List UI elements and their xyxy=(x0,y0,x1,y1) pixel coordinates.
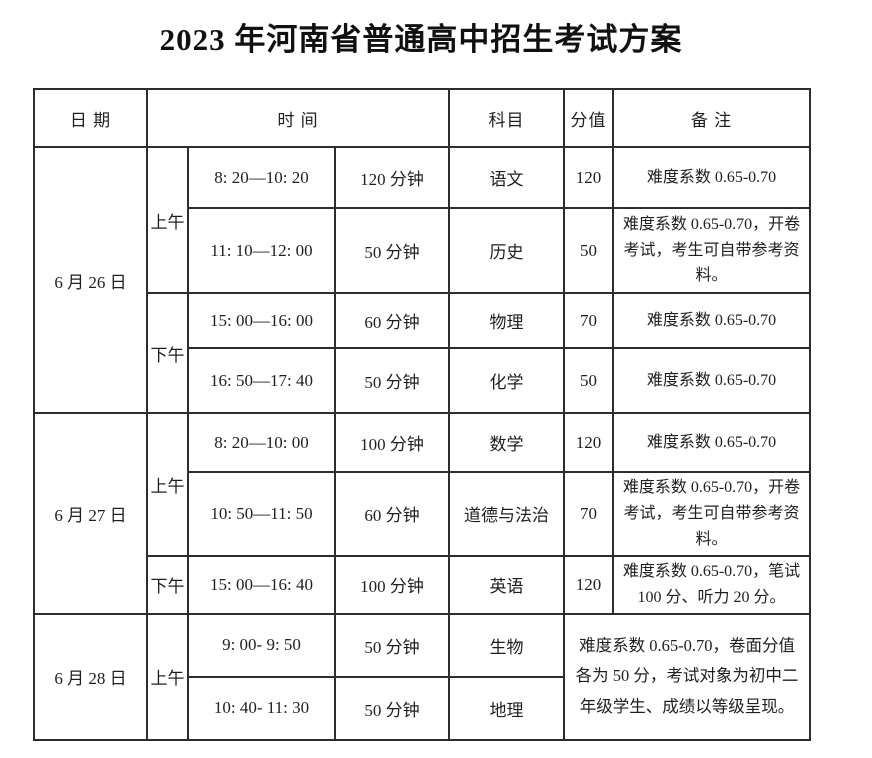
duration-cell: 50 分钟 xyxy=(333,347,451,414)
score-cell: 70 xyxy=(563,292,615,349)
header-date: 日 期 xyxy=(33,88,148,148)
table-row: 下午 15: 00—16: 40 100 分钟 英语 120 难度系数 0.65… xyxy=(34,554,812,615)
table-row: 6 月 26 日 上午 8: 20—10: 20 120 分钟 语文 120 难… xyxy=(33,146,812,414)
remark-cell: 难度系数 0.65-0.70，开卷考试，考生可自带参考资料。 xyxy=(612,471,812,557)
score-cell: 70 xyxy=(563,471,615,557)
date-cell: 6 月 26 日 xyxy=(33,146,148,414)
remark-cell: 难度系数 0.65-0.70，开卷考试，考生可自带参考资料。 xyxy=(612,207,812,294)
subject-cell: 地理 xyxy=(448,675,566,741)
duration-cell: 50 分钟 xyxy=(333,207,451,294)
table-row: 16: 50—17: 40 50 分钟 化学 50 难度系数 0.65-0.70 xyxy=(34,347,812,414)
page-title: 2023 年河南省普通高中招生考试方案 xyxy=(159,22,683,57)
table-row: 11: 10—12: 00 50 分钟 历史 50 难度系数 0.65-0.70… xyxy=(34,207,812,294)
table-row: 6 月 27 日 上午 8: 20—10: 00 100 分钟 数学 120 难… xyxy=(33,412,812,615)
table-row: 10: 50—11: 50 60 分钟 道德与法治 70 难度系数 0.65-0… xyxy=(34,471,812,557)
header-score: 分值 xyxy=(563,88,615,148)
subject-cell: 数学 xyxy=(448,412,566,473)
table-row: 10: 40- 11: 30 50 分钟 地理 xyxy=(34,675,810,741)
remark-cell: 难度系数 0.65-0.70，卷面分值各为 50 分，考试对象为初中二年级学生、… xyxy=(563,612,812,741)
header-subject: 科目 xyxy=(448,88,566,148)
duration-cell: 100 分钟 xyxy=(333,412,451,473)
table-row: 6 月 28 日 上午 9: 00- 9: 50 50 分钟 生物 难度系数 0… xyxy=(33,612,812,741)
date-cell: 6 月 28 日 xyxy=(33,612,148,741)
score-cell: 120 xyxy=(563,554,615,615)
time-cell: 16: 50—17: 40 xyxy=(187,347,336,414)
score-cell: 120 xyxy=(563,146,615,209)
time-cell: 15: 00—16: 00 xyxy=(187,292,336,349)
header-remark: 备 注 xyxy=(612,88,812,148)
time-cell: 15: 00—16: 40 xyxy=(187,554,336,615)
period-cell: 下午 xyxy=(146,554,189,615)
header-time: 时 间 xyxy=(145,88,451,148)
subject-cell: 道德与法治 xyxy=(448,471,566,557)
score-cell: 50 xyxy=(563,207,615,294)
duration-cell: 50 分钟 xyxy=(333,675,451,741)
remark-cell: 难度系数 0.65-0.70 xyxy=(612,412,812,473)
duration-cell: 60 分钟 xyxy=(333,292,451,349)
remark-cell: 难度系数 0.65-0.70 xyxy=(612,292,812,349)
time-cell: 8: 20—10: 20 xyxy=(187,146,336,209)
remark-cell: 难度系数 0.65-0.70，笔试 100 分、听力 20 分。 xyxy=(612,554,812,615)
time-cell: 8: 20—10: 00 xyxy=(187,412,336,473)
time-cell: 10: 50—11: 50 xyxy=(187,471,336,557)
time-cell: 9: 00- 9: 50 xyxy=(187,612,336,678)
subject-cell: 物理 xyxy=(448,292,566,349)
table-row: 下午 15: 00—16: 00 60 分钟 物理 70 难度系数 0.65-0… xyxy=(34,292,812,414)
period-cell: 下午 xyxy=(146,292,189,414)
duration-cell: 100 分钟 xyxy=(333,554,451,615)
subject-cell: 化学 xyxy=(448,347,566,414)
period-cell: 上午 xyxy=(146,146,189,294)
table-header-row: 日 期 时 间 科目 分值 备 注 xyxy=(33,88,812,148)
period-cell: 上午 xyxy=(146,612,189,741)
duration-cell: 60 分钟 xyxy=(333,471,451,557)
subject-cell: 历史 xyxy=(448,207,566,294)
score-cell: 50 xyxy=(563,347,615,414)
subject-cell: 语文 xyxy=(448,146,566,209)
exam-schedule-table: 日 期 时 间 科目 分值 备 注 6 月 26 日 上午 8: 20—10: … xyxy=(33,88,812,741)
duration-cell: 120 分钟 xyxy=(333,146,451,209)
subject-cell: 英语 xyxy=(448,554,566,615)
period-cell: 上午 xyxy=(146,412,189,557)
date-cell: 6 月 27 日 xyxy=(33,412,148,615)
remark-cell: 难度系数 0.65-0.70 xyxy=(612,347,812,414)
subject-cell: 生物 xyxy=(448,612,566,678)
score-cell: 120 xyxy=(563,412,615,473)
remark-cell: 难度系数 0.65-0.70 xyxy=(612,146,812,209)
time-cell: 11: 10—12: 00 xyxy=(187,207,336,294)
duration-cell: 50 分钟 xyxy=(333,612,451,678)
time-cell: 10: 40- 11: 30 xyxy=(187,675,336,741)
